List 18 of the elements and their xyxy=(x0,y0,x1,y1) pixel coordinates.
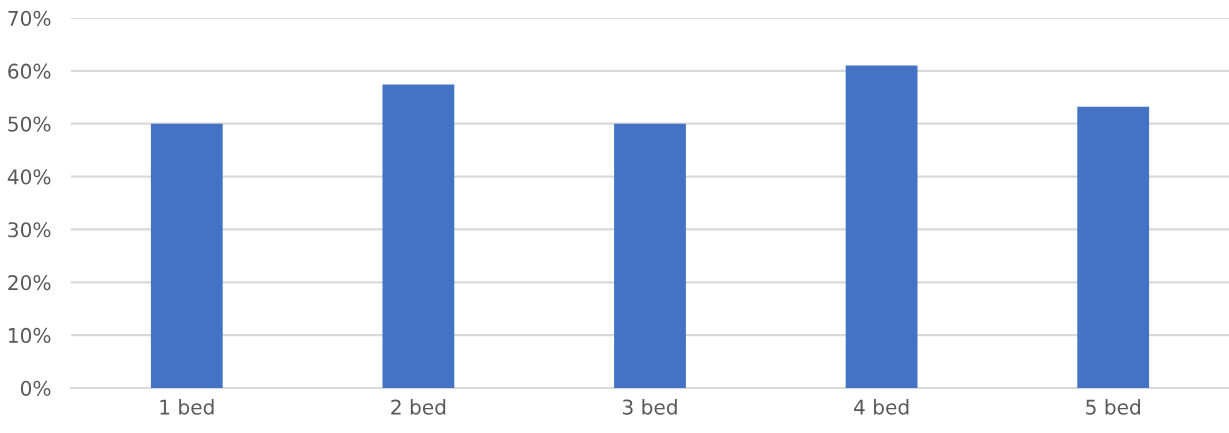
y-tick-label: 30% xyxy=(8,222,51,238)
y-tick-label: 60% xyxy=(8,63,51,79)
y-tick-label: 50% xyxy=(8,116,51,132)
x-tick-label: 4 bed xyxy=(854,399,909,415)
bar xyxy=(845,65,918,388)
y-tick-label: 40% xyxy=(7,169,51,185)
bar xyxy=(150,123,223,388)
y-tick-label: 70% xyxy=(8,10,51,26)
x-tick-label: 2 bed xyxy=(391,399,446,415)
bar xyxy=(614,123,686,388)
bar xyxy=(382,84,455,388)
x-tick-label: 5 bed xyxy=(1086,399,1140,415)
x-tick-label: 1 bed xyxy=(160,399,214,415)
y-tick-label: 20% xyxy=(8,274,51,291)
y-tick-label: 0% xyxy=(20,380,51,396)
bar xyxy=(1077,106,1150,388)
y-tick-label: 10% xyxy=(9,327,51,344)
x-tick-label: 3 bed xyxy=(622,399,677,415)
